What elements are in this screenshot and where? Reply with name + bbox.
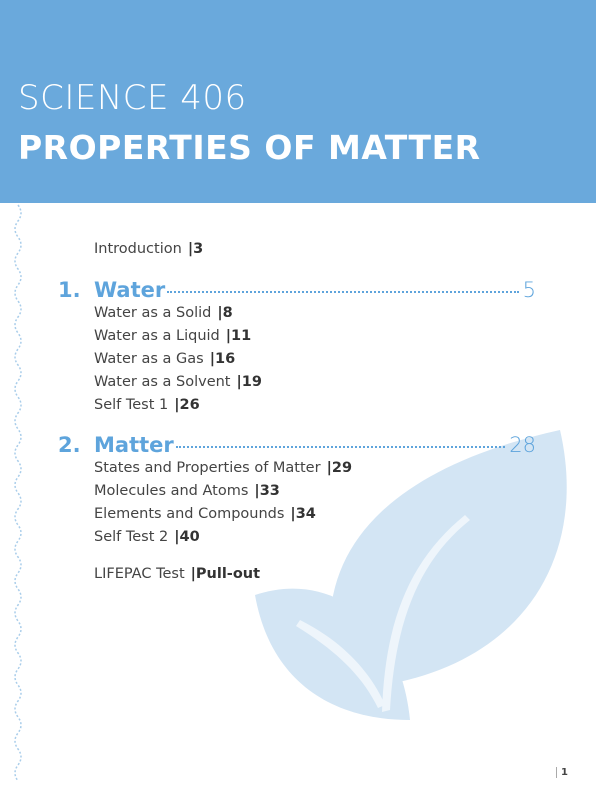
toc-entry: Water as a Liquid |11 xyxy=(94,328,251,344)
wavy-border xyxy=(14,204,22,782)
entry-page: |34 xyxy=(290,506,316,522)
entry-label: Water as a Liquid xyxy=(94,328,220,344)
section-title: Matter xyxy=(94,433,174,457)
stem xyxy=(382,515,470,712)
toc-entry: Self Test 2 |40 xyxy=(94,529,200,545)
subject: SCIENCE 406 xyxy=(18,78,247,118)
entry-label: Molecules and Atoms xyxy=(94,483,249,499)
title: PROPERTIES OF MATTER xyxy=(18,128,481,167)
entry-label: Water as a Solvent xyxy=(94,374,231,390)
section-number: 2. xyxy=(58,433,81,457)
section-title: Water xyxy=(94,278,166,302)
entry-label: Self Test 1 xyxy=(94,397,169,413)
toc-entry: Introduction |3 xyxy=(94,241,203,257)
section-heading: 1. Water 5 xyxy=(58,278,536,302)
entry-page: |3 xyxy=(187,241,204,257)
stem xyxy=(296,620,385,708)
entry-page: |26 xyxy=(174,397,200,413)
entry-page: |19 xyxy=(236,374,262,390)
toc-entry: Elements and Compounds |34 xyxy=(94,506,316,522)
entry-page: |33 xyxy=(254,483,280,499)
entry-page: |8 xyxy=(217,305,233,321)
entry-label: Introduction xyxy=(94,241,182,257)
entry-label: Elements and Compounds xyxy=(94,506,285,522)
entry-page: |Pull-out xyxy=(190,566,261,582)
entry-page: |16 xyxy=(209,351,236,367)
toc-entry: Molecules and Atoms |33 xyxy=(94,483,280,499)
section-page: 5 xyxy=(522,278,536,302)
leader-dots xyxy=(175,446,506,448)
section-heading: 2. Matter 28 xyxy=(58,433,536,457)
toc-entry: Water as a Gas |16 xyxy=(94,351,235,367)
toc-entry: States and Properties of Matter |29 xyxy=(94,460,352,476)
section-page: 28 xyxy=(509,433,536,457)
entry-label: Self Test 2 xyxy=(94,529,169,545)
section-number: 1. xyxy=(58,278,81,302)
entry-label: Water as a Solid xyxy=(94,305,212,321)
toc-entry: Water as a Solid |8 xyxy=(94,305,233,321)
entry-page: |11 xyxy=(225,328,252,344)
toc-entry: Water as a Solvent |19 xyxy=(94,374,262,390)
leaf xyxy=(329,430,567,690)
page-number: 1 xyxy=(556,767,568,778)
header-band: SCIENCE 406 PROPERTIES OF MATTER xyxy=(0,0,596,203)
toc-entry: LIFEPAC Test |Pull-out xyxy=(94,566,260,582)
toc-entry: Self Test 1 |26 xyxy=(94,397,200,413)
entry-page: |29 xyxy=(326,460,353,476)
leader-dots xyxy=(167,291,519,293)
entry-label: LIFEPAC Test xyxy=(94,566,185,582)
entry-label: Water as a Gas xyxy=(94,351,204,367)
entry-page: |40 xyxy=(174,529,200,545)
entry-label: States and Properties of Matter xyxy=(94,460,321,476)
